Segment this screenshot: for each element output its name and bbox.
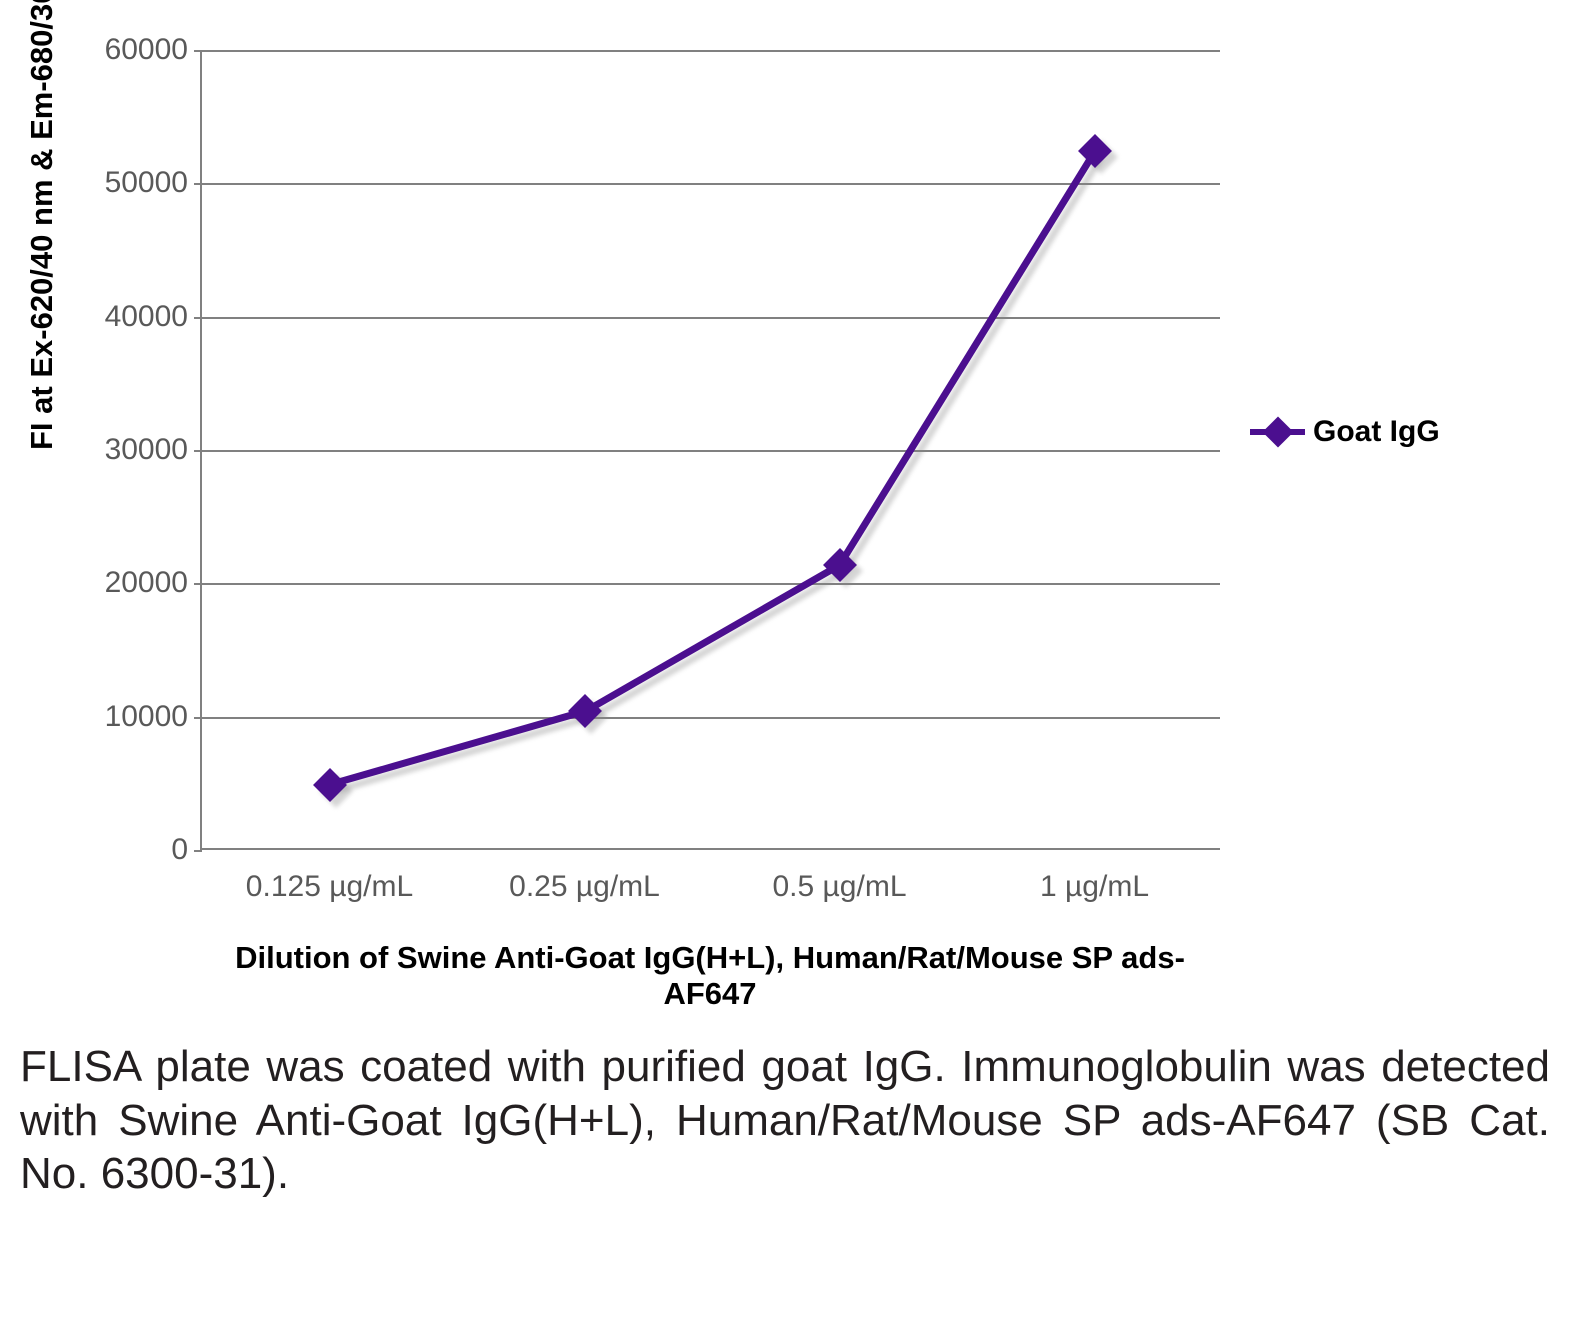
- series-shadow: [589, 568, 847, 721]
- y-tick-mark: [194, 183, 202, 185]
- figure-caption: FLISA plate was coated with purified goa…: [20, 1040, 1550, 1201]
- series-shadow: [843, 155, 1104, 572]
- y-tick-label: 20000: [105, 566, 188, 600]
- gridline: [202, 183, 1220, 185]
- y-tick-mark: [194, 717, 202, 719]
- x-tick-label: 0.125 µg/mL: [246, 870, 413, 904]
- diamond-marker-icon: [1262, 416, 1293, 447]
- plot-area: 01000020000300004000050000600000.125 µg/…: [200, 50, 1220, 850]
- y-tick-label: 0: [171, 833, 188, 867]
- gridline: [202, 50, 1220, 52]
- legend-series-label: Goat IgG: [1313, 415, 1440, 449]
- series-line-segment: [837, 149, 1098, 566]
- y-tick-mark: [194, 583, 202, 585]
- x-tick-label: 0.5 µg/mL: [772, 870, 906, 904]
- gridline: [202, 583, 1220, 585]
- y-tick-mark: [194, 50, 202, 52]
- gridline: [202, 450, 1220, 452]
- y-tick-mark: [194, 317, 202, 319]
- x-tick-label: 1 µg/mL: [1040, 870, 1149, 904]
- series-shadow: [335, 714, 592, 794]
- y-tick-label: 30000: [105, 433, 188, 467]
- gridline: [202, 317, 1220, 319]
- y-tick-label: 50000: [105, 166, 188, 200]
- y-tick-label: 60000: [105, 33, 188, 67]
- y-axis-title: FI at Ex-620/40 nm & Em-680/30 nm: [24, 0, 60, 450]
- series-line-segment: [329, 708, 586, 788]
- gridline: [202, 717, 1220, 719]
- y-tick-mark: [194, 850, 202, 852]
- flisa-line-chart: FI at Ex-620/40 nm & Em-680/30 nm 010000…: [20, 20, 1570, 1020]
- y-tick-label: 10000: [105, 700, 188, 734]
- y-tick-label: 40000: [105, 300, 188, 334]
- chart-legend: Goat IgG: [1250, 415, 1440, 449]
- y-tick-mark: [194, 450, 202, 452]
- legend-line-sample: [1250, 429, 1305, 435]
- x-axis-title: Dilution of Swine Anti-Goat IgG(H+L), Hu…: [200, 940, 1220, 1012]
- x-tick-label: 0.25 µg/mL: [509, 870, 660, 904]
